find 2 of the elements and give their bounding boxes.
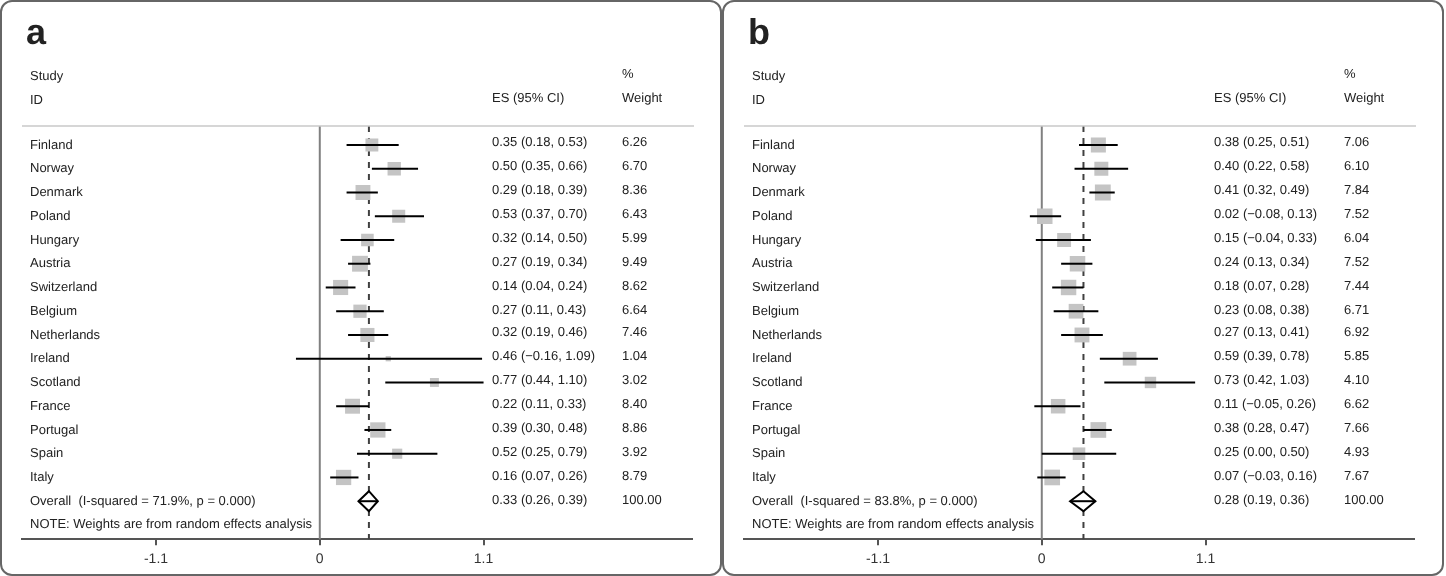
chart-title: b bbox=[748, 11, 770, 52]
chart-title: a bbox=[26, 11, 48, 52]
